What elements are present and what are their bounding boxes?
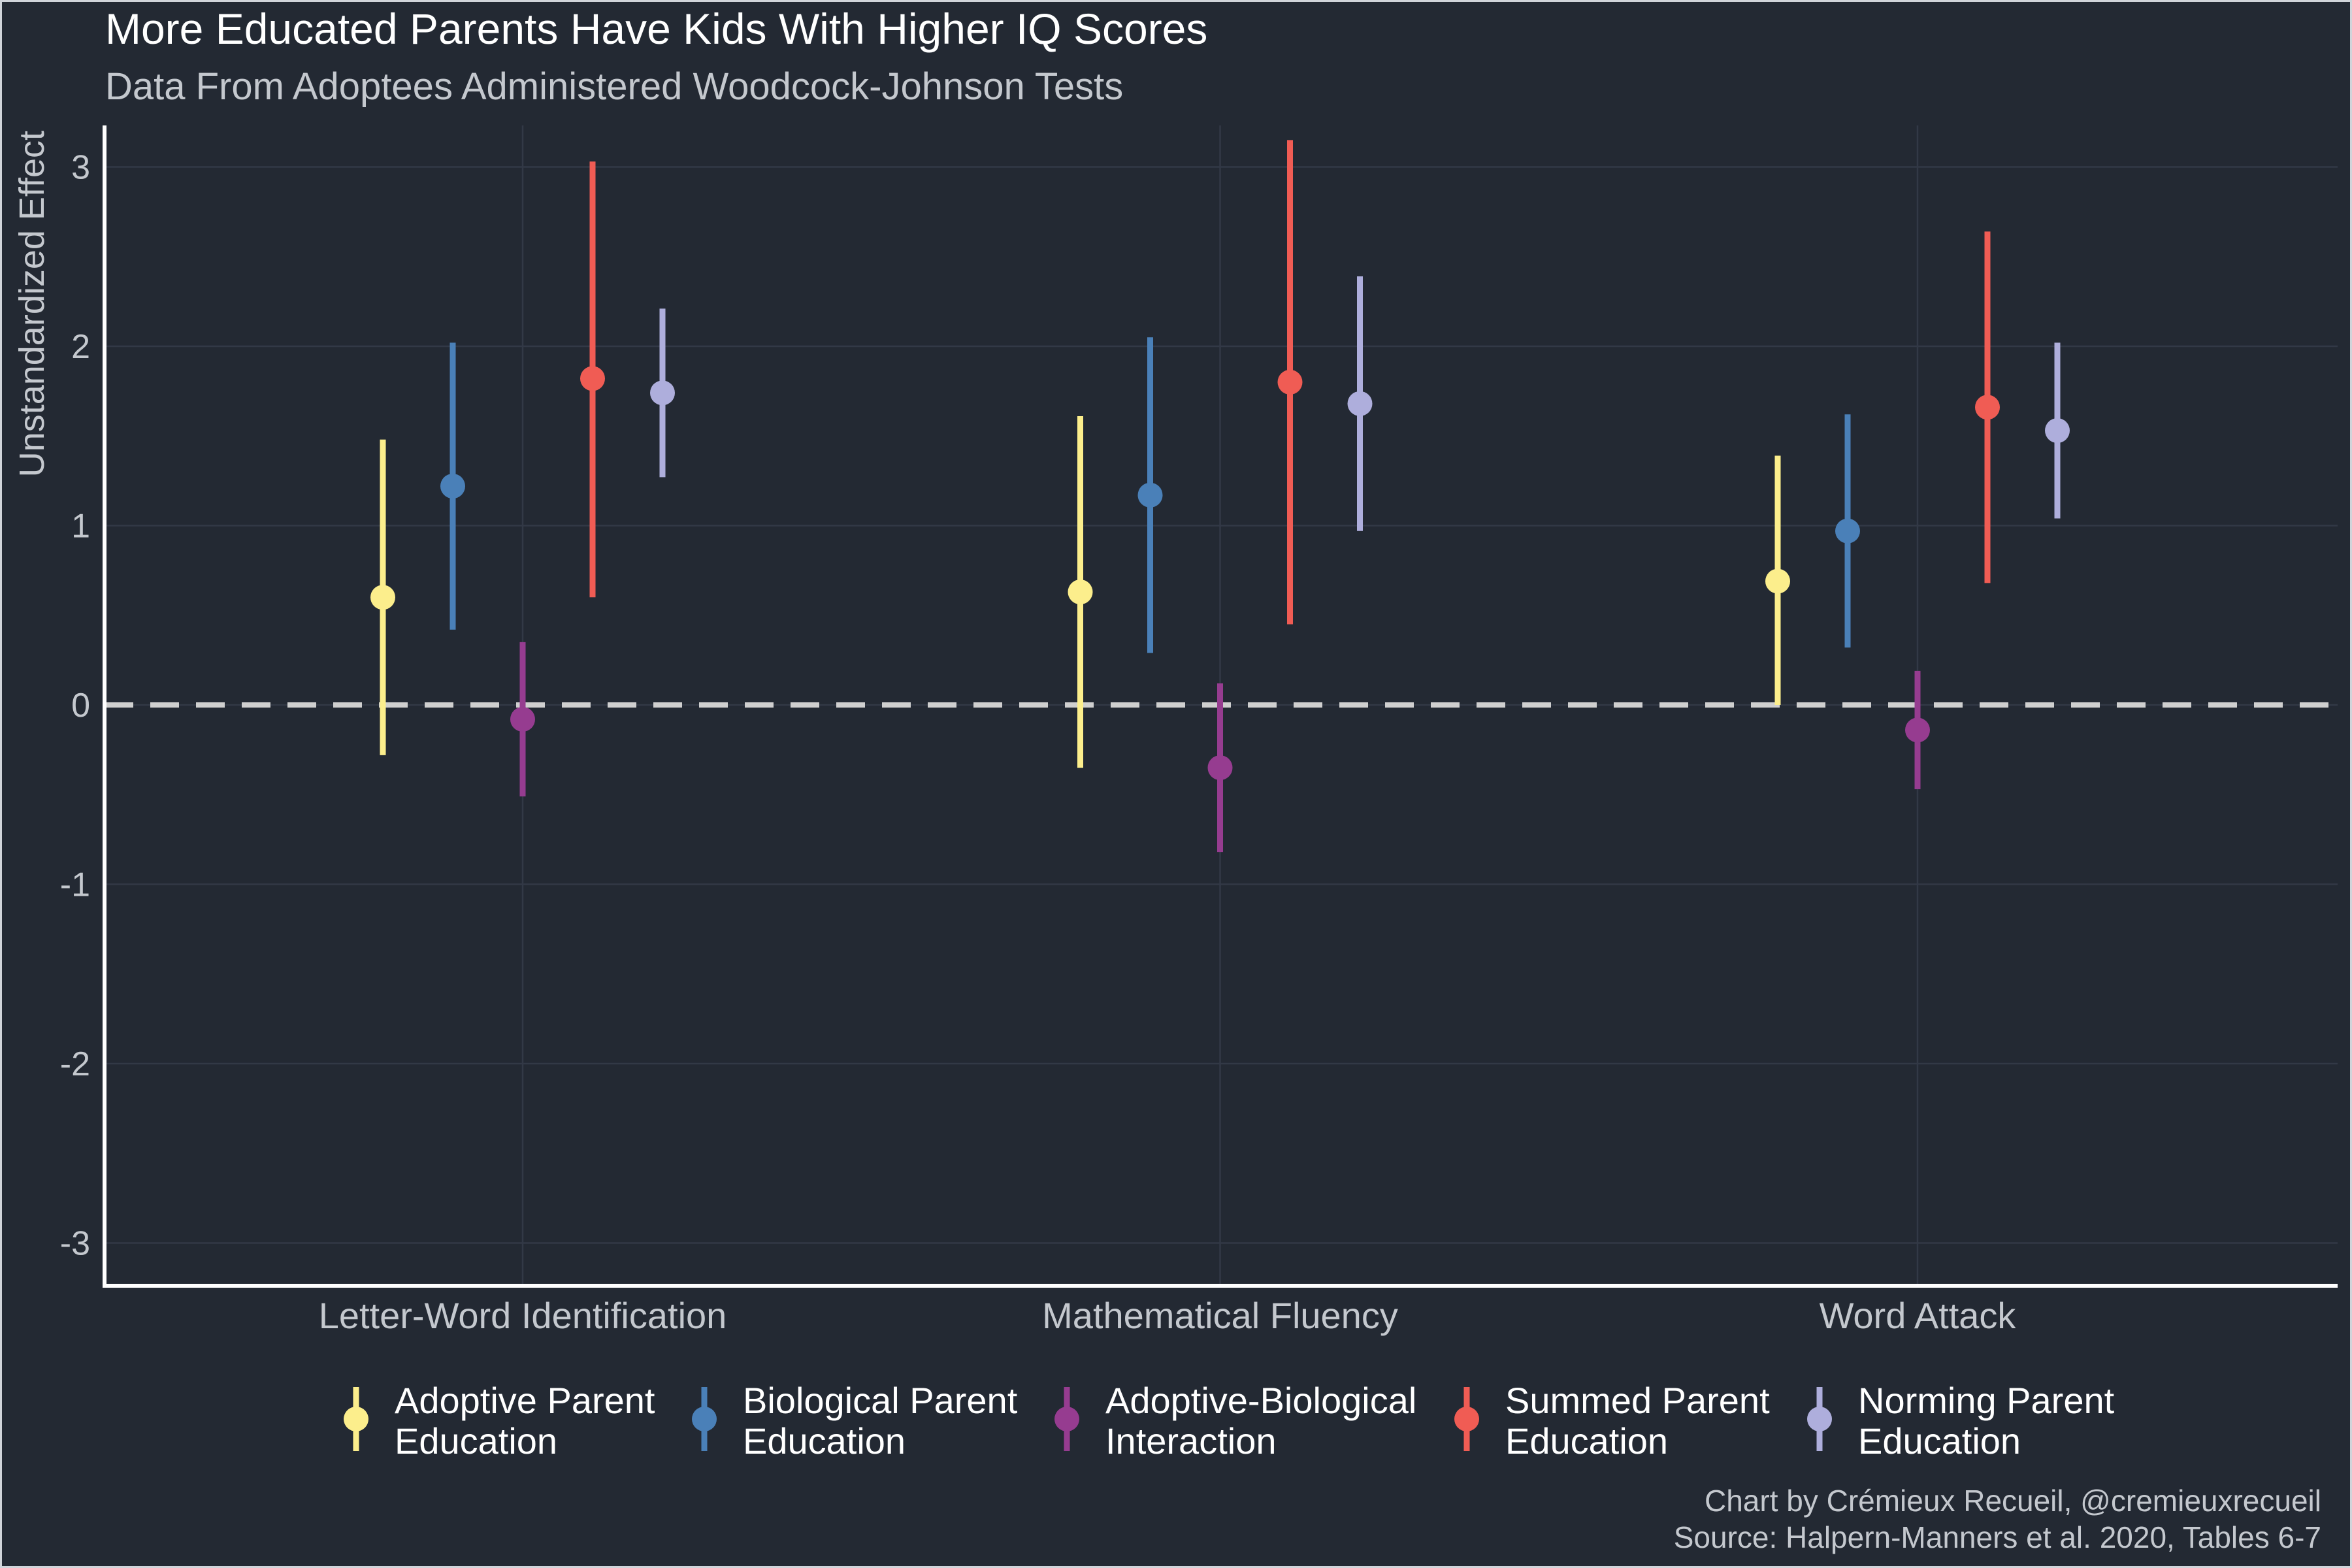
y-tick-label: 0 — [71, 687, 90, 725]
point-estimate — [1347, 391, 1373, 416]
legend-label: Adoptive Parent — [395, 1380, 655, 1421]
y-tick-label: -1 — [60, 866, 90, 904]
point-estimate — [1277, 369, 1303, 395]
point-range — [1277, 140, 1303, 625]
legend-label: Biological Parent — [743, 1380, 1018, 1421]
y-tick-label: 2 — [71, 328, 90, 366]
point-range — [1137, 337, 1163, 653]
legend-label: Adoptive-Biological — [1105, 1380, 1416, 1421]
point-range — [2045, 342, 2070, 519]
point-range — [1765, 455, 1790, 705]
y-tick-label: 1 — [71, 508, 90, 546]
legend-label: Interaction — [1105, 1420, 1277, 1462]
legend-key-point — [1054, 1407, 1079, 1431]
point-range — [1905, 670, 1930, 790]
legend-label: Summed Parent — [1505, 1380, 1770, 1421]
point-estimate — [2045, 418, 2070, 444]
point-range — [1068, 416, 1093, 768]
point-range — [580, 161, 605, 598]
caption-line-1: Chart by Crémieux Recueil, @cremieuxrecu… — [1705, 1484, 2321, 1518]
point-estimate — [1835, 518, 1860, 544]
legend-key-point — [344, 1407, 368, 1431]
y-tick-label: 3 — [71, 149, 90, 187]
point-range — [510, 642, 535, 796]
point-range — [1975, 231, 2000, 583]
point-estimate — [1207, 755, 1233, 781]
point-range — [1347, 276, 1373, 531]
point-estimate — [510, 706, 535, 732]
point-range — [370, 439, 395, 755]
point-estimate — [440, 474, 465, 499]
legend-key-point — [1454, 1407, 1479, 1431]
axes — [103, 125, 2338, 1288]
y-axis-title: Unstandardized Effect — [12, 131, 52, 477]
point-estimate — [650, 380, 675, 406]
y-tick-labels: 3 2 1 0 -1 -2 -3 — [60, 149, 90, 1263]
point-estimate — [370, 585, 395, 610]
point-range — [650, 308, 675, 478]
point-estimate — [1975, 395, 2000, 420]
legend-label: Education — [743, 1420, 906, 1462]
x-tick-labels: Letter-Word Identification Mathematical F… — [319, 1295, 2017, 1336]
point-estimate — [1137, 482, 1163, 508]
chart-marks — [370, 140, 2070, 853]
legend-label: Norming Parent — [1858, 1380, 2115, 1421]
x-tick-label: Letter-Word Identification — [319, 1295, 727, 1336]
y-tick-label: -3 — [60, 1225, 90, 1263]
x-tick-label: Mathematical Fluency — [1042, 1295, 1398, 1336]
legend-key-point — [1807, 1407, 1832, 1431]
point-estimate — [1765, 568, 1790, 594]
point-estimate — [1905, 717, 1930, 743]
legend-label: Education — [1858, 1420, 2021, 1462]
y-tick-label: -2 — [60, 1045, 90, 1083]
chart-subtitle: Data From Adoptees Administered Woodcock… — [105, 65, 1123, 108]
legend-label: Education — [1505, 1420, 1668, 1462]
legend-key-point — [692, 1407, 717, 1431]
legend-label: Education — [395, 1420, 557, 1462]
point-estimate — [580, 366, 605, 391]
point-estimate — [1068, 580, 1093, 605]
point-range — [1835, 414, 1860, 648]
chart-title: More Educated Parents Have Kids With Hig… — [105, 5, 1207, 53]
x-tick-label: Word Attack — [1820, 1295, 2017, 1336]
point-range — [1207, 683, 1233, 853]
point-range — [440, 342, 465, 630]
caption-line-2: Source: Halpern-Manners et al. 2020, Tab… — [1674, 1520, 2321, 1554]
